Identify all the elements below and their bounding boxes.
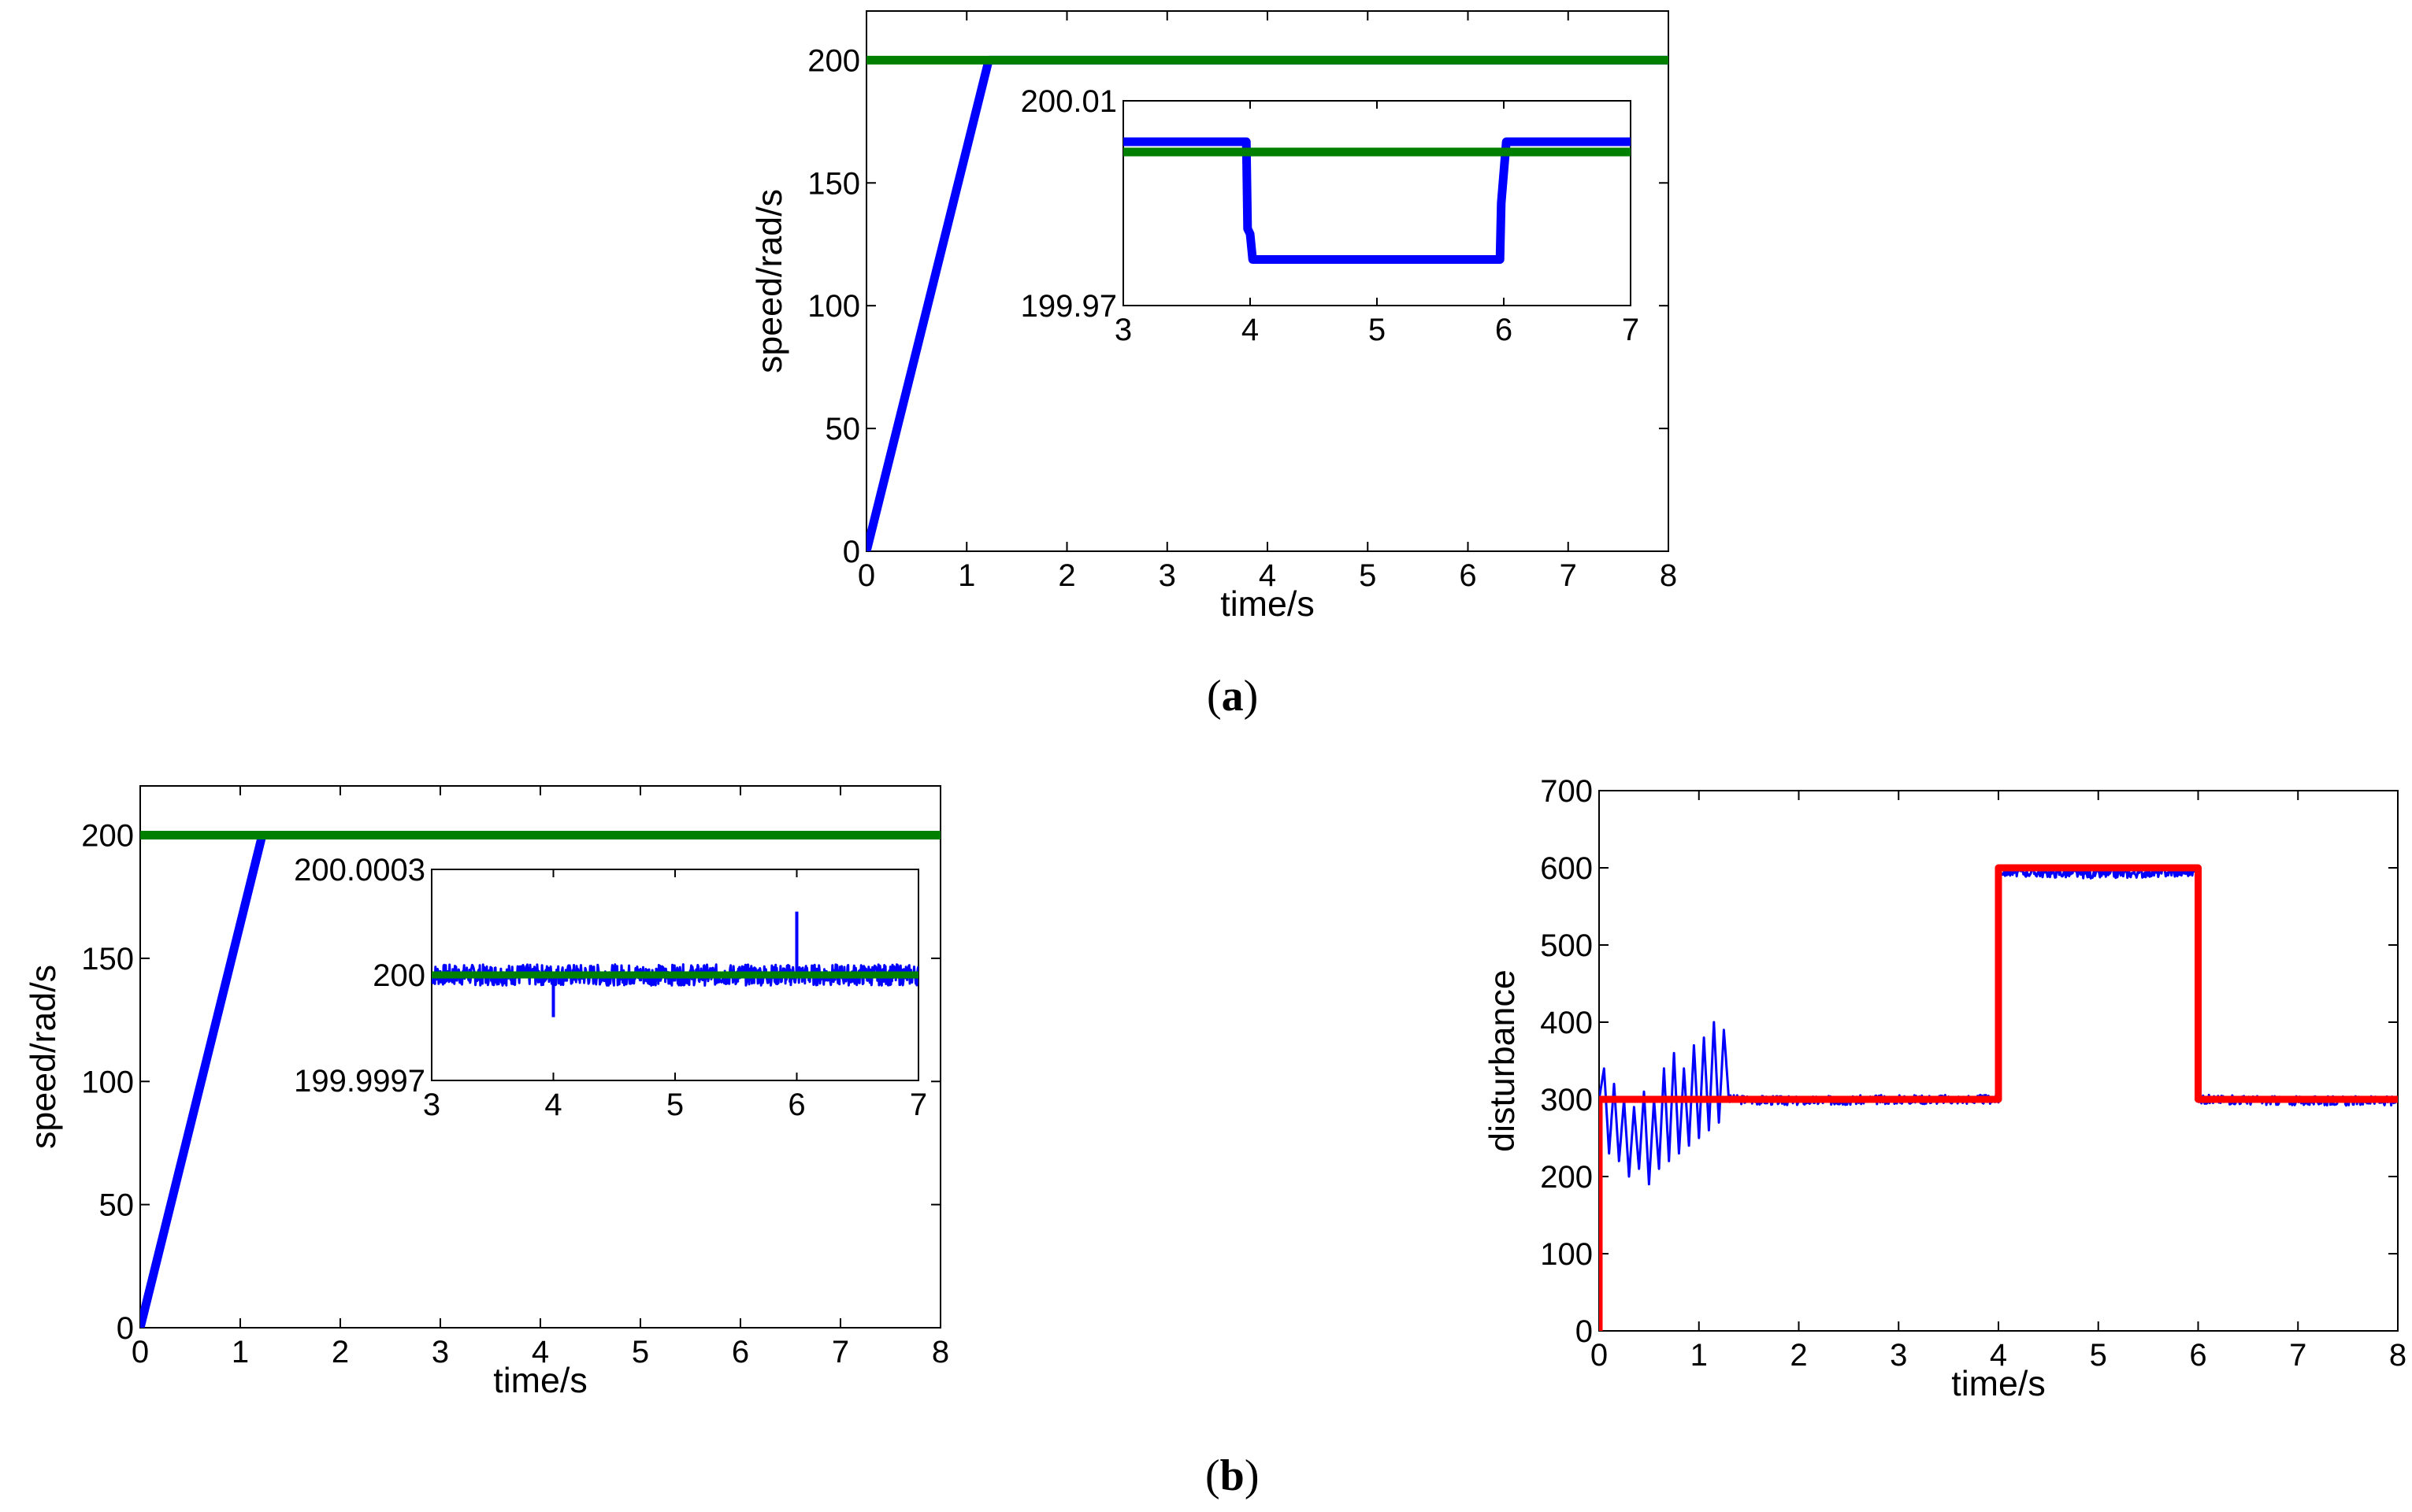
main-xtick-label: 5 bbox=[632, 1335, 649, 1369]
chart-speed-a: 0 1 2 3 4 5 6 7 8 0 50 100 150 200 time/s speed/rad/s 3 4… bbox=[750, 10, 1677, 624]
x-axis-label: time/s bbox=[1220, 584, 1314, 624]
main-xtick-label: 1 bbox=[1690, 1338, 1708, 1373]
main-xtick-label: 4 bbox=[1259, 558, 1276, 593]
main-xtick-label: 0 bbox=[858, 558, 875, 593]
main-xtick-label: 1 bbox=[232, 1335, 249, 1369]
caption-b-letter: b bbox=[1219, 1451, 1245, 1500]
main-xtick-label: 4 bbox=[1990, 1338, 2007, 1373]
main-xtick-label: 5 bbox=[2090, 1338, 2107, 1373]
main-xtick-label: 1 bbox=[958, 558, 975, 593]
inset-xtick-label: 7 bbox=[1622, 313, 1639, 347]
main-ytick-label: 500 bbox=[1540, 928, 1593, 963]
main-ytick-label: 600 bbox=[1540, 851, 1593, 886]
main-xtick-label: 0 bbox=[1590, 1338, 1608, 1373]
main-ytick-label: 100 bbox=[1540, 1237, 1593, 1272]
main-ytick-label: 150 bbox=[807, 166, 860, 201]
main-ytick-label: 300 bbox=[1540, 1083, 1593, 1117]
main-ytick-label: 0 bbox=[1575, 1314, 1593, 1349]
x-axis-label: time/s bbox=[1951, 1364, 2045, 1403]
caption-b: (b) bbox=[1205, 1451, 1260, 1500]
y-axis-label: speed/rad/s bbox=[750, 189, 789, 373]
caption-a: (a) bbox=[1207, 672, 1259, 721]
main-xtick-label: 6 bbox=[732, 1335, 749, 1369]
inset-xtick-label: 5 bbox=[666, 1088, 684, 1122]
y-axis-label: disturbance bbox=[1482, 969, 1522, 1152]
main-xtick-label: 2 bbox=[332, 1335, 349, 1369]
inset-xtick-label: 7 bbox=[910, 1088, 927, 1122]
main-xtick-label: 7 bbox=[2289, 1338, 2306, 1373]
inset-ytick-label: 200 bbox=[373, 958, 425, 993]
inset-xtick-label: 6 bbox=[788, 1088, 805, 1122]
main-xtick-label: 2 bbox=[1058, 558, 1075, 593]
caption-a-letter: a bbox=[1221, 672, 1244, 721]
main-ytick-label: 50 bbox=[826, 412, 861, 447]
inset-ytick-label: 199.97 bbox=[1021, 289, 1117, 324]
main-ytick-label: 100 bbox=[807, 289, 860, 324]
main-ytick-label: 400 bbox=[1540, 1006, 1593, 1040]
inset-xtick-label: 6 bbox=[1495, 313, 1512, 347]
main-ytick-label: 200 bbox=[81, 819, 134, 854]
main-xtick-label: 8 bbox=[932, 1335, 949, 1369]
main-ytick-label: 200 bbox=[807, 43, 860, 78]
main-xtick-label: 3 bbox=[432, 1335, 449, 1369]
inset-xtick-label: 4 bbox=[1241, 313, 1259, 347]
inset-ytick-label: 199.9997 bbox=[294, 1064, 425, 1099]
main-ytick-label: 100 bbox=[81, 1065, 134, 1099]
main-xtick-label: 8 bbox=[1660, 558, 1677, 593]
inset-series-speed bbox=[1123, 137, 1631, 264]
main-xtick-label: 0 bbox=[132, 1335, 149, 1369]
y-axis-label: speed/rad/s bbox=[24, 965, 63, 1149]
chart-disturbance-b: 0 1 2 3 4 5 6 7 8 0 100 200 300 400 500 600 700 time/s dis… bbox=[1482, 774, 2406, 1403]
main-xtick-label: 5 bbox=[1359, 558, 1376, 593]
inset-xtick-label: 3 bbox=[1115, 313, 1132, 347]
inset-noise-band bbox=[432, 963, 918, 987]
inset-xtick-label: 3 bbox=[423, 1088, 440, 1122]
main-xtick-label: 6 bbox=[1459, 558, 1476, 593]
main-xtick-label: 3 bbox=[1159, 558, 1176, 593]
series-actual-disturbance bbox=[1599, 864, 2398, 1331]
main-ytick-label: 0 bbox=[843, 535, 860, 569]
inset-xtick-label: 4 bbox=[544, 1088, 562, 1122]
inset-xtick-label: 5 bbox=[1368, 313, 1386, 347]
main-ytick-label: 200 bbox=[1540, 1160, 1593, 1195]
main-xtick-label: 7 bbox=[1560, 558, 1577, 593]
main-xtick-label: 6 bbox=[2189, 1338, 2206, 1373]
main-xtick-label: 2 bbox=[1790, 1338, 1807, 1373]
main-ytick-label: 50 bbox=[99, 1188, 135, 1223]
main-ytick-label: 0 bbox=[117, 1311, 134, 1346]
x-axis-label: time/s bbox=[493, 1361, 587, 1400]
main-ytick-label: 700 bbox=[1540, 774, 1593, 809]
inset-ytick-label: 200.0003 bbox=[294, 853, 425, 888]
main-xtick-label: 8 bbox=[2389, 1338, 2406, 1373]
main-xtick-label: 3 bbox=[1890, 1338, 1907, 1373]
main-xtick-label: 7 bbox=[832, 1335, 849, 1369]
inset-ytick-label: 200.01 bbox=[1021, 84, 1117, 119]
chart-speed-b: 0 1 2 3 4 5 6 7 8 0 50 100 150 200 time/s speed/rad/s 3 4… bbox=[24, 785, 949, 1400]
main-ytick-label: 150 bbox=[81, 942, 134, 976]
main-xtick-label: 4 bbox=[532, 1335, 549, 1369]
inset-frame bbox=[1123, 100, 1631, 306]
